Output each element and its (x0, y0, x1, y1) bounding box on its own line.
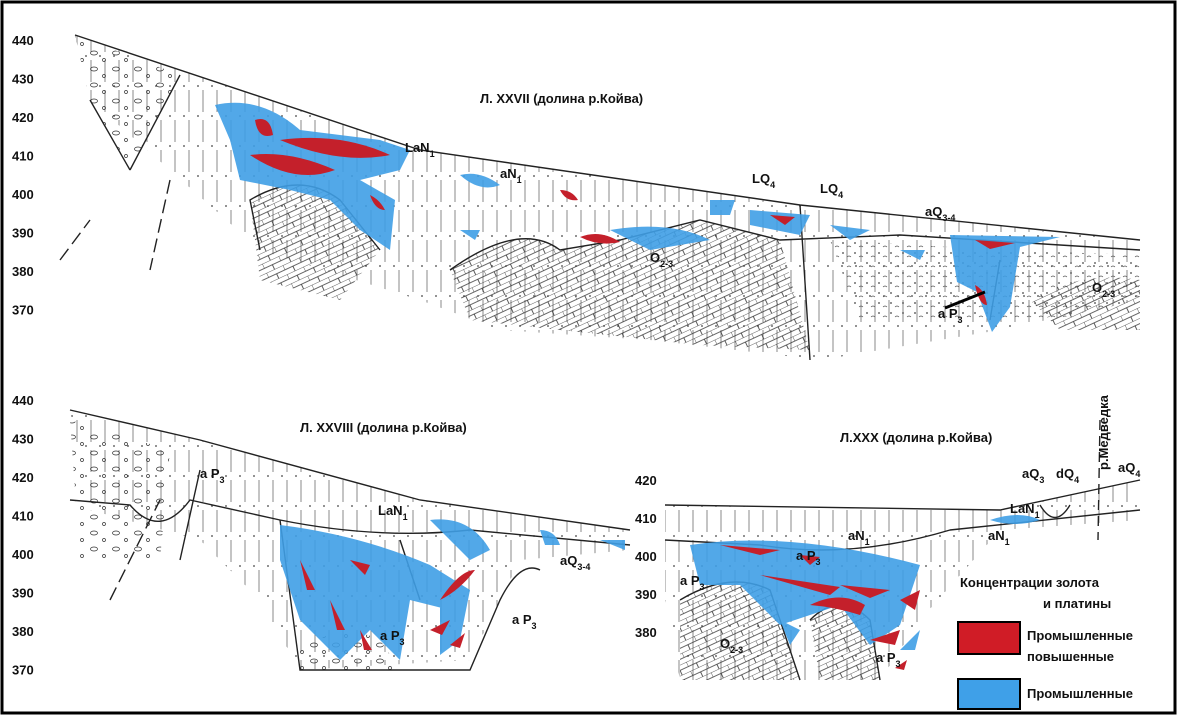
unit-label-base: a P (876, 650, 896, 665)
unit-label-base: dQ (1056, 466, 1074, 481)
legend-swatch-red (958, 622, 1020, 654)
elevation-label: 400 (12, 547, 34, 562)
elevation-label: 410 (12, 509, 34, 524)
unit-label-base: LQ (752, 171, 770, 186)
unit-label-base: a P (380, 628, 400, 643)
section-title: Л.XXX (долина р.Койва) (840, 430, 992, 445)
unit-label-base: aN (848, 528, 865, 543)
unit-label-sub: 4 (838, 190, 843, 200)
elevation-label: 420 (12, 110, 34, 125)
unit-label-base: a P (680, 573, 700, 588)
unit-label-base: LaN (378, 503, 403, 518)
elevation-label: 380 (12, 624, 34, 639)
elevation-label: 380 (12, 264, 34, 279)
unit-label-sub: 3 (220, 475, 225, 485)
elevation-label: 370 (12, 303, 34, 318)
unit-label-base: aQ (925, 204, 942, 219)
legend-label: Промышленные (1027, 628, 1133, 643)
unit-label-sub: 3-4 (577, 562, 590, 572)
unit-label-sub: 3 (700, 582, 705, 592)
unit-label-sub: 2-3 (730, 645, 743, 655)
elevation-label: 390 (12, 226, 34, 241)
unit-label-base: a P (938, 306, 958, 321)
river-label: р.Медведка (1096, 394, 1111, 470)
unit-label-base: aQ (560, 553, 577, 568)
elevation-label: 370 (12, 663, 34, 678)
elevation-label: 400 (12, 187, 34, 202)
legend-label: повышенные (1027, 649, 1114, 664)
unit-label-sub: 2-3 (1102, 289, 1115, 299)
unit-label-base: O (1092, 280, 1102, 295)
elevation-label: 410 (12, 149, 34, 164)
unit-label-base: aN (500, 166, 517, 181)
unit-label-sub: 3 (816, 557, 821, 567)
diagram: Л. XXVII (долина р.Койва) 440 430 420 410 400… (0, 0, 1177, 715)
elevation-label: 430 (12, 72, 34, 87)
unit-label-sub: 4 (1135, 469, 1140, 479)
legend-title: и платины (1043, 596, 1111, 611)
unit-label-sub: 4 (1074, 475, 1079, 485)
legend-title: Концентрации золота (960, 575, 1100, 590)
unit-label-sub: 1 (865, 537, 870, 547)
unit-label-base: LQ (820, 181, 838, 196)
elevation-label: 380 (635, 625, 657, 640)
unit-label-sub: 1 (1005, 537, 1010, 547)
unit-label-base: LaN (405, 140, 430, 155)
elevation-label: 390 (635, 587, 657, 602)
unit-label-base: LaN (1010, 501, 1035, 516)
unit-label-base: aN (988, 528, 1005, 543)
elevation-label: 440 (12, 393, 34, 408)
elevation-label: 390 (12, 586, 34, 601)
unit-label-sub: 4 (770, 180, 775, 190)
unit-label-sub: 1 (403, 512, 408, 522)
section-title: Л. XXVII (долина р.Койва) (480, 91, 643, 106)
legend-swatch-blue (958, 679, 1020, 709)
unit-label-sub: 1 (1035, 510, 1040, 520)
unit-label-sub: 3 (896, 659, 901, 669)
unit-label-base: a P (200, 466, 220, 481)
unit-label-sub: 2-3 (660, 259, 673, 269)
unit-label-base: O (720, 636, 730, 651)
legend-label: Промышленные (1027, 686, 1133, 701)
elevation-label: 410 (635, 511, 657, 526)
unit-label-sub: 3-4 (942, 213, 955, 223)
elevation-label: 420 (635, 473, 657, 488)
unit-label-sub: 3 (958, 315, 963, 325)
elevation-label: 430 (12, 432, 34, 447)
elevation-label: 440 (12, 33, 34, 48)
unit-label-sub: 1 (517, 175, 522, 185)
section-title: Л. XXVIII (долина р.Койва) (300, 420, 467, 435)
unit-label-sub: 3 (532, 621, 537, 631)
unit-label-base: a P (512, 612, 532, 627)
unit-label-base: aQ (1118, 460, 1135, 475)
unit-label-sub: 1 (430, 149, 435, 159)
unit-label-sub: 3 (400, 637, 405, 647)
elevation-label: 400 (635, 549, 657, 564)
unit-label-sub: 3 (1039, 475, 1044, 485)
elevation-label: 420 (12, 470, 34, 485)
unit-label-base: a P (796, 548, 816, 563)
unit-label-base: aQ (1022, 466, 1039, 481)
unit-label-base: O (650, 250, 660, 265)
